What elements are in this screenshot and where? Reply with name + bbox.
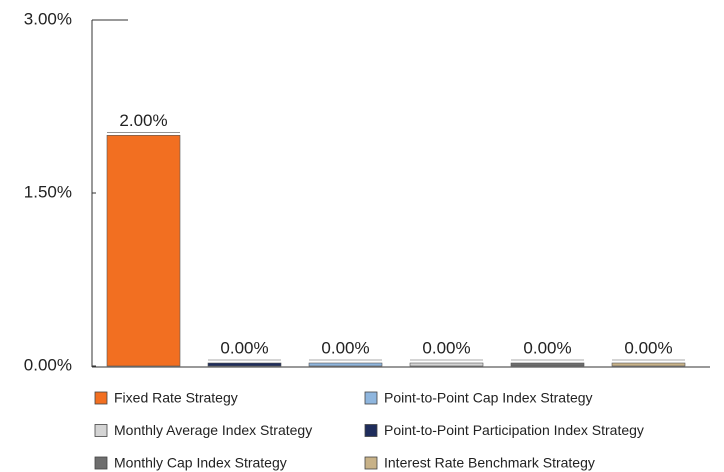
legend-swatch [94,391,108,405]
y-tick-label: 0.00% [24,355,72,374]
value-label: 0.00% [523,338,571,357]
value-label: 0.00% [422,338,470,357]
bar [106,135,181,367]
legend-label: Point-to-Point Cap Index Strategy [384,390,593,406]
legend-label: Fixed Rate Strategy [114,390,238,406]
legend-swatch [364,391,378,405]
legend-swatch [94,456,108,470]
bar [207,362,282,367]
value-label: 2.00% [119,111,167,130]
value-label: 0.00% [624,338,672,357]
y-tick-label: 1.50% [24,182,72,201]
value-label: 0.00% [321,338,369,357]
y-tick-label: 3.00% [24,9,72,28]
legend-label: Monthly Cap Index Strategy [114,455,287,471]
value-label: 0.00% [220,338,268,357]
legend-swatch [364,456,378,470]
bar [510,362,585,367]
bar [308,362,383,367]
legend-label: Point-to-Point Participation Index Strat… [384,422,644,438]
bar [611,362,686,367]
legend-swatch [94,424,108,437]
legend-label: Monthly Average Index Strategy [114,422,312,438]
bar [409,362,484,367]
legend-swatch [364,424,378,437]
legend-label: Interest Rate Benchmark Strategy [384,455,595,471]
